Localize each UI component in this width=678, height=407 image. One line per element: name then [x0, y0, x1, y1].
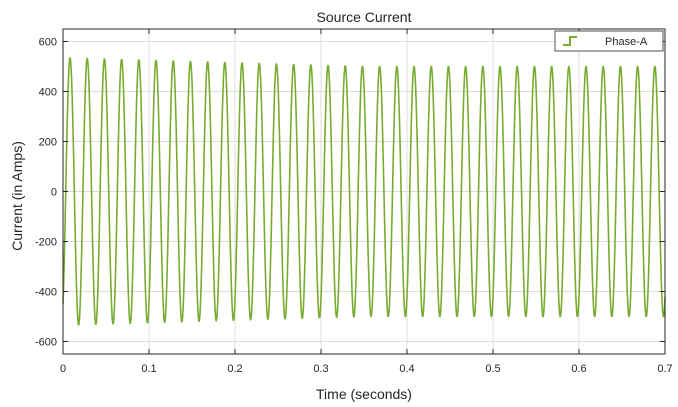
y-tick-label: 200	[39, 137, 57, 149]
y-tick-label: 600	[39, 37, 57, 49]
x-tick-label: 0.5	[485, 363, 500, 375]
y-tick-label: -200	[35, 237, 57, 249]
x-tick-label: 0.6	[571, 363, 586, 375]
y-axis-label: Current (in Amps)	[9, 141, 25, 251]
x-axis-label: Time (seconds)	[316, 386, 412, 402]
x-tick-label: 0.2	[227, 363, 242, 375]
chart-title: Source Current	[317, 9, 412, 25]
series-layer	[62, 57, 666, 326]
x-tick-label: 0	[60, 363, 66, 375]
x-tick-label: 0.3	[313, 363, 328, 375]
x-tick-label: 0.4	[399, 363, 414, 375]
x-tick-label: 0.7	[657, 363, 672, 375]
legend-label-phase-a: Phase-A	[605, 36, 648, 48]
legend: Phase-A	[554, 30, 664, 52]
y-tick-label: -600	[35, 337, 57, 349]
series-line-phase-a	[62, 57, 666, 326]
y-tick-label: 400	[39, 87, 57, 99]
legend-swatch-phase-a	[563, 36, 577, 46]
tick-layer: 0 0.1 0.2 0.3 0.4 0.5 0.6 0.7 -600 -400 -200 0 200 40…	[35, 29, 673, 375]
legend-box	[554, 30, 664, 52]
y-tick-label: -400	[35, 287, 57, 299]
x-tick-label: 0.1	[141, 363, 156, 375]
y-tick-label: 0	[51, 187, 57, 199]
